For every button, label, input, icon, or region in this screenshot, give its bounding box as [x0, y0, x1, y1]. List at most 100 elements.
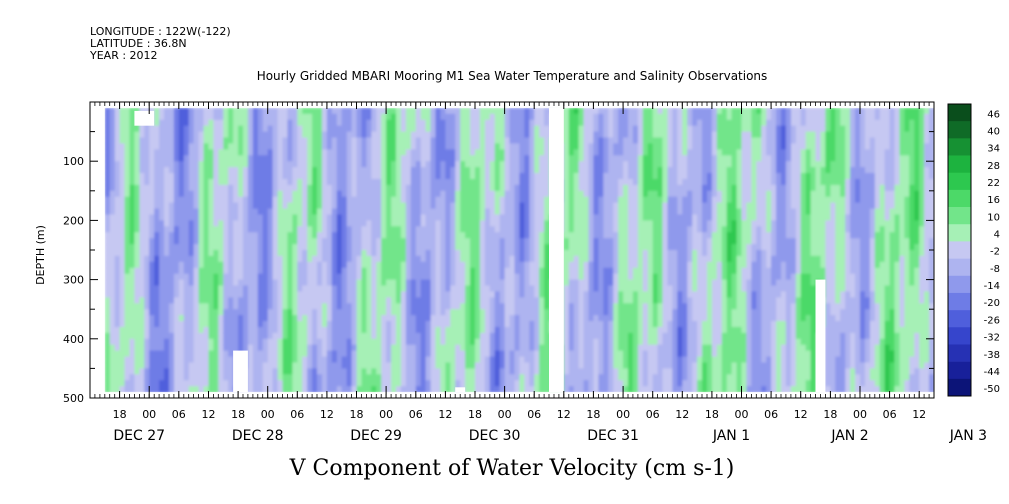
- heatmap-cell: [430, 250, 437, 257]
- heatmap-cell: [425, 173, 432, 180]
- heatmap-cell: [391, 214, 397, 221]
- heatmap-cell: [139, 184, 145, 192]
- heatmap-cell: [247, 143, 254, 150]
- heatmap-cell: [322, 315, 328, 322]
- heatmap-cell: [430, 131, 437, 139]
- heatmap-cell: [504, 119, 511, 127]
- heatmap-cell: [351, 149, 358, 156]
- heatmap-cell: [326, 297, 333, 304]
- heatmap-cell: [326, 386, 333, 393]
- heatmap-cell: [218, 291, 224, 298]
- heatmap-cell: [578, 291, 585, 298]
- heatmap-cell: [139, 380, 145, 387]
- heatmap-cell: [198, 368, 205, 375]
- heatmap-cell: [504, 143, 511, 150]
- heatmap-cell: [376, 184, 382, 192]
- heatmap-cell: [529, 321, 535, 328]
- heatmap-cell: [583, 273, 590, 281]
- heatmap-cell: [484, 137, 491, 144]
- heatmap-cell: [302, 173, 308, 180]
- heatmap-cell: [336, 250, 343, 257]
- heatmap-cell: [317, 285, 323, 292]
- heatmap-cell: [539, 267, 545, 275]
- heatmap-cell: [499, 214, 506, 221]
- heatmap-cell: [499, 332, 506, 340]
- heatmap-cell: [183, 131, 190, 139]
- heatmap-cell: [440, 208, 446, 216]
- heatmap-cell: [154, 220, 160, 227]
- heatmap-cell: [435, 267, 441, 275]
- heatmap-cell: [351, 190, 358, 198]
- heatmap-cell: [326, 321, 333, 328]
- heatmap-cell: [124, 155, 130, 162]
- heatmap-cell: [578, 143, 585, 150]
- heatmap-cell: [292, 380, 298, 387]
- heatmap-cell: [489, 291, 496, 298]
- heatmap-cell: [361, 344, 367, 352]
- heatmap-cell: [169, 297, 175, 304]
- heatmap-cell: [465, 161, 471, 168]
- heatmap-cell: [124, 113, 130, 121]
- heatmap-cell: [262, 255, 269, 263]
- heatmap-cell: [445, 261, 451, 269]
- heatmap-cell: [465, 149, 471, 156]
- heatmap-cell: [188, 190, 195, 198]
- heatmap-cell: [356, 155, 362, 162]
- heatmap-cell: [509, 285, 515, 292]
- heatmap-cell: [109, 368, 116, 375]
- heatmap-cell: [524, 344, 530, 352]
- heatmap-cell: [425, 149, 432, 156]
- heatmap-cell: [465, 332, 471, 340]
- heatmap-cell: [114, 261, 121, 269]
- heatmap-cell: [292, 267, 298, 275]
- heatmap-cell: [124, 167, 130, 174]
- heatmap-cell: [173, 190, 180, 198]
- heatmap-cell: [410, 179, 417, 186]
- heatmap-cell: [529, 291, 535, 298]
- heatmap-cell: [356, 386, 362, 393]
- heatmap-cell: [331, 125, 338, 133]
- heatmap-cell: [509, 338, 515, 346]
- longitude-label: LONGITUDE : 122W(-122): [90, 25, 231, 38]
- heatmap-cell: [514, 261, 520, 269]
- heatmap-cell: [302, 149, 308, 156]
- heatmap-cell: [534, 137, 540, 144]
- heatmap-cell: [509, 261, 515, 269]
- heatmap-cell: [450, 267, 456, 275]
- heatmap-cell: [208, 350, 214, 358]
- heatmap-cell: [470, 332, 476, 340]
- heatmap-cell: [578, 344, 585, 352]
- heatmap-cell: [435, 190, 441, 198]
- heatmap-cell: [238, 279, 244, 287]
- heatmap-cell: [578, 149, 585, 156]
- heatmap-cell: [376, 220, 382, 227]
- heatmap-cell: [499, 107, 506, 115]
- heatmap-cell: [494, 232, 501, 239]
- heatmap-cell: [109, 113, 116, 121]
- heatmap-cell: [169, 350, 175, 358]
- heatmap-cell: [445, 208, 451, 216]
- heatmap-cell: [114, 232, 121, 239]
- heatmap-cell: [252, 338, 259, 346]
- heatmap-cell: [420, 297, 427, 304]
- heatmap-cell: [178, 380, 185, 387]
- heatmap-cell: [252, 380, 259, 387]
- heatmap-cell: [450, 386, 456, 393]
- heatmap-cell: [243, 214, 249, 221]
- heatmap-cell: [326, 250, 333, 257]
- heatmap-cell: [583, 190, 590, 198]
- heatmap-cell: [346, 327, 353, 334]
- heatmap-cell: [539, 179, 545, 186]
- heatmap-cell: [544, 131, 550, 139]
- heatmap-cell: [386, 285, 392, 292]
- heatmap-cell: [608, 250, 614, 257]
- heatmap-cell: [425, 220, 432, 227]
- heatmap-cell: [341, 173, 348, 180]
- heatmap-cell: [420, 143, 427, 150]
- heatmap-cell: [228, 113, 234, 121]
- heatmap-cell: [381, 131, 387, 139]
- heatmap-cell: [173, 297, 180, 304]
- heatmap-cell: [400, 250, 407, 257]
- heatmap-cell: [292, 321, 298, 328]
- heatmap-cell: [519, 131, 525, 139]
